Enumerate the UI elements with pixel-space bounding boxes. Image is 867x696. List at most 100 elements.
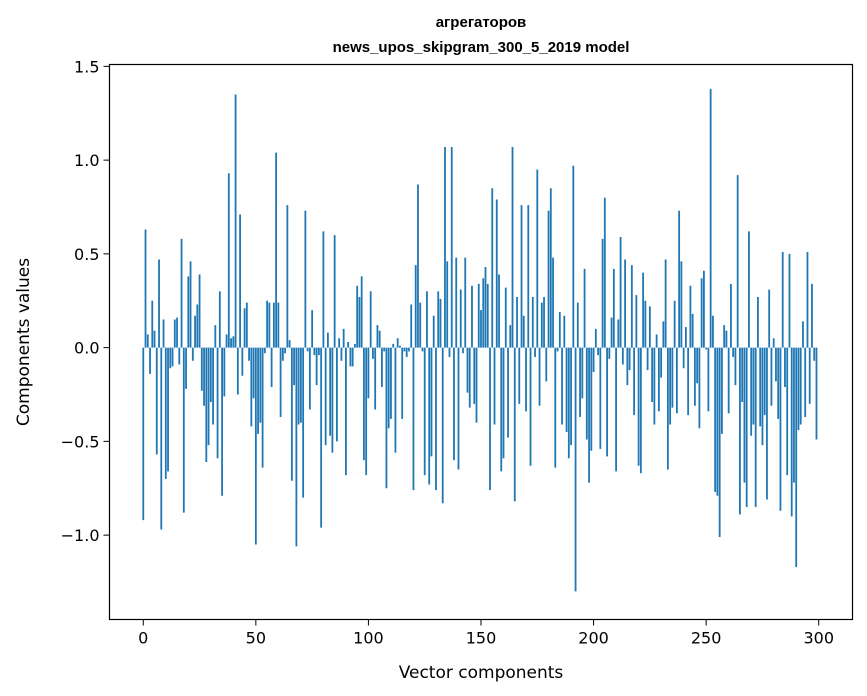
- bar-41: [234, 94, 237, 348]
- bar-82: [327, 332, 329, 348]
- bar-186: [561, 347, 563, 425]
- bar-288: [790, 347, 793, 517]
- bar-184: [556, 347, 559, 352]
- bar-28: [205, 347, 208, 463]
- bar-23: [194, 315, 196, 348]
- bar-141: [459, 289, 462, 348]
- y-tick-label: 1.0: [74, 151, 99, 170]
- bar-102: [372, 347, 374, 359]
- bar-194: [579, 347, 581, 418]
- bar-5: [153, 330, 156, 348]
- bar-295: [806, 252, 809, 348]
- bar-243: [689, 285, 692, 348]
- bar-205: [603, 197, 606, 348]
- x-axis-label: Vector components: [399, 663, 564, 683]
- bar-66: [290, 347, 293, 481]
- y-tick-label: −0.5: [61, 432, 100, 451]
- bar-148: [475, 347, 478, 423]
- bar-8: [160, 347, 163, 530]
- bar-165: [513, 347, 516, 502]
- bar-67: [293, 347, 296, 386]
- x-axis-ticks: 0 50 100 150 200 250 300: [138, 619, 834, 648]
- bar-74: [308, 347, 311, 410]
- bar-47: [248, 347, 250, 361]
- bar-75: [311, 310, 314, 348]
- x-tick-label: 150: [466, 629, 497, 648]
- bar-42: [236, 347, 239, 395]
- bar-228: [655, 334, 658, 348]
- x-tick-label: 300: [803, 629, 834, 648]
- bar-18: [182, 347, 185, 513]
- bar-131: [437, 291, 440, 348]
- bar-238: [678, 210, 681, 348]
- bar-0: [142, 347, 145, 521]
- bar-116: [403, 347, 406, 352]
- bar-164: [511, 147, 514, 348]
- bar-185: [558, 312, 561, 348]
- bar-289: [793, 347, 795, 483]
- bar-63: [284, 347, 287, 354]
- bar-162: [507, 347, 509, 438]
- bar-188: [565, 347, 568, 433]
- bar-279: [770, 347, 773, 406]
- bar-81: [324, 347, 327, 446]
- bar-107: [383, 347, 386, 352]
- bar-207: [608, 347, 611, 359]
- bar-106: [381, 347, 383, 388]
- bar-40: [232, 336, 235, 348]
- bar-72: [304, 210, 307, 348]
- bar-13: [171, 347, 174, 367]
- y-tick-label: 0.0: [74, 339, 99, 358]
- bar-111: [392, 343, 395, 348]
- bar-265: [739, 347, 741, 515]
- bar-278: [768, 289, 771, 348]
- bar-93: [351, 347, 354, 367]
- bar-197: [585, 347, 588, 440]
- bar-294: [804, 347, 807, 418]
- bar-142: [462, 347, 464, 354]
- bar-147: [473, 347, 476, 404]
- bar-11: [167, 347, 169, 472]
- bar-274: [759, 347, 762, 427]
- bar-156: [493, 347, 496, 425]
- bar-80: [322, 231, 325, 348]
- bar-100: [367, 347, 370, 399]
- bar-158: [498, 274, 500, 348]
- bar-280: [772, 338, 775, 348]
- bar-133: [441, 347, 444, 504]
- bar-200: [592, 347, 595, 373]
- bar-159: [500, 347, 503, 472]
- bar-60: [277, 302, 280, 348]
- bar-216: [628, 347, 631, 371]
- bar-297: [811, 283, 813, 348]
- bar-163: [509, 325, 512, 348]
- bar-189: [567, 347, 570, 459]
- bar-272: [754, 347, 757, 508]
- bar-138: [453, 347, 455, 461]
- bar-25: [198, 274, 201, 348]
- bar-140: [457, 347, 460, 470]
- bar-284: [781, 252, 784, 348]
- bar-175: [536, 169, 539, 348]
- bar-250: [705, 347, 708, 350]
- bar-262: [732, 347, 735, 358]
- bar-233: [666, 347, 669, 470]
- bar-50: [254, 347, 257, 545]
- bar-299: [815, 347, 818, 440]
- bar-132: [439, 298, 442, 348]
- bar-33: [216, 347, 219, 459]
- bar-114: [399, 345, 401, 348]
- bar-201: [594, 328, 597, 348]
- bar-95: [356, 285, 359, 348]
- bar-245: [693, 347, 696, 406]
- bar-206: [606, 347, 608, 457]
- bar-266: [741, 347, 744, 403]
- bar-231: [662, 321, 665, 348]
- bar-3: [149, 347, 151, 374]
- bar-7: [158, 259, 160, 348]
- bar-26: [200, 347, 203, 391]
- bar-45: [243, 308, 246, 348]
- bar-36: [223, 347, 226, 397]
- bar-219: [635, 295, 638, 348]
- bar-251: [707, 347, 710, 412]
